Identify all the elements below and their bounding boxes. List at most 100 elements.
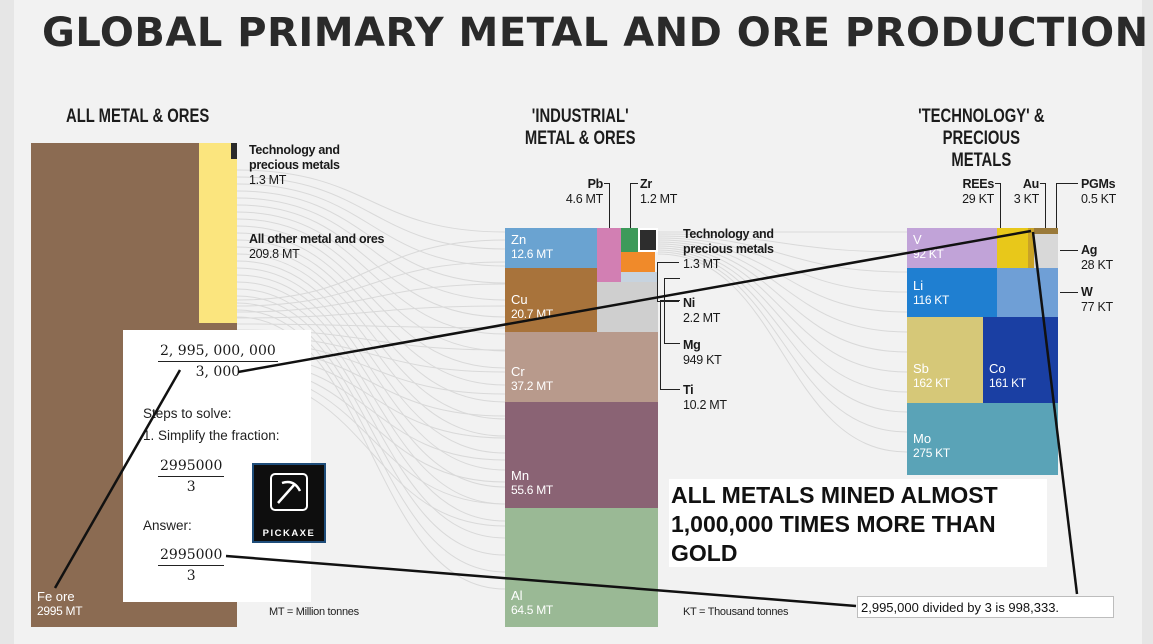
ti-value: 10.2 MT	[683, 398, 727, 412]
bar-segment-cr: Cr 37.2 MT	[505, 332, 658, 402]
zn-label: Zn	[511, 232, 527, 247]
sankey-link	[236, 197, 506, 301]
sankey-link	[236, 176, 506, 250]
sankey-link	[236, 204, 506, 318]
mo-label: Mo	[913, 431, 932, 446]
tech-metals-value: 1.3 MT	[249, 173, 287, 187]
zn-value: 12.6 MT	[511, 247, 553, 261]
other-metals-annotation: All other metal and ores 209.8 MT	[249, 232, 385, 262]
mn-value: 55.6 MT	[511, 483, 553, 497]
fraction-original-numerator: 2, 995, 000, 000	[158, 343, 278, 362]
ti-label: Ti	[683, 383, 694, 397]
tech-metals-label: Technology and precious metals	[249, 143, 340, 172]
ti-leader	[660, 300, 680, 390]
pgms-annotation: PGMs 0.5 KT	[1081, 177, 1116, 207]
fraction-answer-numerator: 2995000	[158, 547, 225, 566]
ag-leader	[1060, 250, 1078, 251]
sankey-link	[236, 253, 506, 437]
sankey-link	[657, 237, 908, 293]
ni-value: 2.2 MT	[683, 311, 721, 325]
ag-annotation: Ag 28 KT	[1081, 243, 1113, 273]
bar-segment-pgms	[1034, 228, 1058, 234]
sankey-link	[236, 267, 506, 471]
video-frame-left	[0, 0, 14, 644]
section-title-technology: 'TECHNOLOGY' & PRECIOUS METALS	[915, 106, 1048, 172]
rees-value: 29 KT	[962, 192, 994, 206]
sankey-link	[236, 261, 506, 307]
sankey-link	[657, 245, 908, 373]
callout-box: ALL METALS MINED ALMOST 1,000,000 TIMES …	[669, 479, 1047, 567]
rees-annotation: REEs 29 KT	[954, 177, 994, 207]
au-leader	[1040, 183, 1046, 228]
w-value: 77 KT	[1081, 300, 1113, 314]
sankey-link	[236, 225, 506, 369]
pb-leader	[604, 183, 610, 228]
tech-metals-2-annotation: Technology and precious metals 1.3 MT	[683, 227, 803, 272]
zr-label: Zr	[640, 177, 652, 191]
sankey-link	[236, 239, 506, 403]
mg-value: 949 KT	[683, 353, 722, 367]
sankey-link	[657, 235, 908, 273]
zr-leader	[630, 183, 638, 228]
sankey-link	[236, 232, 506, 386]
bar-segment-tech-metals	[231, 143, 237, 159]
ni-annotation: Ni 2.2 MT	[683, 296, 720, 326]
unit-note-kt: KT = Thousand tonnes	[683, 606, 789, 618]
bar-segment-ni	[621, 252, 655, 272]
tech-metals-2-label: Technology and precious metals	[683, 227, 774, 256]
sankey-link	[236, 305, 506, 319]
ni-label: Ni	[683, 296, 695, 310]
bar-segment-mo: Mo 275 KT	[907, 403, 1058, 475]
w-annotation: W 77 KT	[1081, 285, 1113, 315]
bar-segment-sb: Sb 162 KT	[907, 317, 983, 403]
bar-segment-pb	[597, 228, 621, 282]
result-box: 2,995,000 divided by 3 is 998,333.	[857, 596, 1114, 618]
sankey-link	[657, 247, 908, 393]
au-value: 3 KT	[1013, 192, 1040, 206]
w-leader	[1060, 292, 1078, 293]
bar-segment-other-metals	[199, 143, 237, 323]
pgms-leader	[1056, 183, 1078, 228]
steps-heading: Steps to solve:	[143, 406, 232, 421]
bar-segment-v: V 92 KT	[907, 228, 997, 268]
mg-leader	[664, 278, 680, 344]
callout-text: ALL METALS MINED ALMOST 1,000,000 TIMES …	[671, 482, 998, 566]
page-title: GLOBAL PRIMARY METAL AND ORE PRODUCTION	[42, 10, 1149, 56]
sankey-link	[657, 241, 908, 333]
tech-metals-annotation: Technology and precious metals 1.3 MT	[249, 143, 369, 188]
fraction-simplified-numerator: 2995000	[158, 458, 225, 477]
bar-segment-zn: Zn 12.6 MT	[505, 228, 597, 268]
au-annotation: Au 3 KT	[1009, 177, 1040, 207]
fraction-original-denominator: 3, 000	[195, 364, 241, 380]
sankey-link	[236, 239, 506, 301]
line-denominator-to-au	[237, 229, 1032, 374]
step-1: 1. Simplify the fraction:	[143, 428, 280, 443]
line-fraction-to-fe	[53, 369, 182, 589]
ag-value: 28 KT	[1081, 258, 1113, 272]
pgms-value: 0.5 KT	[1081, 192, 1117, 206]
industrial-title-text: 'INDUSTRIAL' METAL & ORES	[524, 106, 636, 149]
line-au-to-result	[1031, 231, 1079, 595]
sankey-link	[236, 281, 506, 505]
al-value: 64.5 MT	[511, 603, 553, 617]
bar-segment-zr	[621, 228, 639, 252]
bar-segment-al: Al 64.5 MT	[505, 508, 658, 627]
ni-leader	[657, 262, 679, 302]
rees-label: REEs	[962, 177, 995, 191]
sankey-link	[236, 260, 506, 454]
ti-annotation: Ti 10.2 MT	[683, 383, 727, 413]
sankey-link	[657, 251, 908, 433]
pgms-label: PGMs	[1081, 177, 1116, 191]
bar-segment-tech-metals-2	[638, 228, 658, 252]
line-answer-to-result	[225, 554, 857, 608]
other-metals-value: 209.8 MT	[249, 247, 300, 261]
sankey-link	[657, 249, 908, 413]
li-value: 116 KT	[913, 293, 949, 307]
sankey-link	[657, 243, 908, 353]
sankey-link	[236, 183, 506, 267]
unit-note-mt: MT = Million tonnes	[269, 606, 359, 618]
co-label: Co	[989, 361, 1006, 376]
zr-value: 1.2 MT	[640, 192, 678, 206]
sb-value: 162 KT	[913, 376, 950, 390]
sankey-link	[236, 302, 506, 556]
